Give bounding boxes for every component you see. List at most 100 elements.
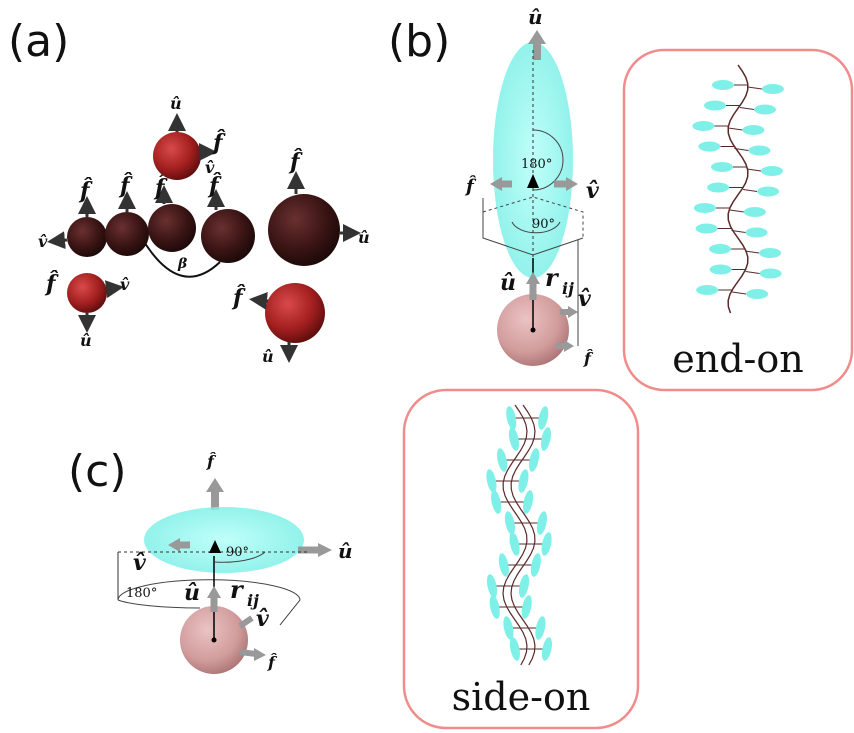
- end-on-bead-left: [698, 141, 721, 152]
- b-perp-lines: [482, 198, 584, 256]
- horizontal-ellipsoid: [144, 507, 304, 573]
- end-on-link: [729, 209, 744, 213]
- chain-f-label-3: f̂: [153, 175, 168, 201]
- end-on-bead-left: [695, 223, 718, 234]
- panel-b-label: (b): [388, 16, 450, 67]
- end-on-bead-left: [693, 203, 716, 213]
- side-on-bead-right: [541, 637, 552, 661]
- side-on-bead-left: [506, 406, 517, 430]
- end-on-caption: end-on: [672, 337, 803, 381]
- c-arc-180-top: [117, 579, 301, 601]
- side-on-bead-left: [509, 532, 520, 556]
- end-on-link: [745, 250, 760, 254]
- chain-f-label-2: f̂: [118, 173, 133, 199]
- b-u-head: [528, 30, 546, 44]
- end-on-bead-right: [761, 84, 784, 94]
- c-angle-180: 180°: [126, 586, 157, 601]
- end-on-bead-right: [761, 166, 784, 176]
- side-on-bead-right: [538, 406, 549, 430]
- side-on-box: [402, 388, 640, 730]
- end-on-link: [731, 230, 746, 233]
- c-right-guide: [279, 599, 301, 626]
- c-u-head: [318, 543, 332, 557]
- side-on-bead-left: [498, 553, 509, 577]
- side-on-bead-left: [504, 511, 515, 535]
- end-on-link: [743, 189, 758, 192]
- end-on-bead-left: [704, 100, 727, 111]
- end-on-polymer: [692, 64, 784, 314]
- c-lower-f-head: [254, 648, 266, 661]
- chain-sphere-3: [148, 204, 196, 252]
- right-u-label: û: [262, 347, 274, 366]
- beta-label: β: [177, 256, 188, 272]
- chain-f-label-4: f̂: [207, 173, 222, 199]
- top-v-label: v̂: [205, 158, 215, 177]
- b-rij-label: r: [545, 263, 560, 292]
- end-on-bead-right: [759, 248, 782, 258]
- side-on-bead-right: [529, 448, 540, 472]
- right-sphere-group: f̂ û: [231, 283, 325, 366]
- b-perp-dashed: [482, 196, 584, 238]
- v-arrow-1: [47, 231, 68, 250]
- left-v-label: v̂: [120, 275, 130, 294]
- end-on-link: [739, 107, 755, 110]
- side-on-bead-right: [536, 511, 547, 535]
- b-lower-f-head: [564, 340, 574, 352]
- side-on-bead-right: [523, 490, 534, 514]
- chain-v-label: v̂: [38, 232, 48, 251]
- c-sphere-center: [211, 637, 217, 643]
- b-f-head: [490, 177, 502, 191]
- side-on-bead-right: [530, 553, 541, 577]
- b-f-label: f̂: [464, 175, 477, 197]
- left-v-arrow: [104, 280, 124, 299]
- end-on-bead-right: [742, 125, 765, 135]
- end-on-bead-right: [757, 186, 780, 197]
- chain-sphere-5: [268, 194, 340, 266]
- c-f-top-label: f̂: [206, 452, 217, 471]
- b-lower-v-label: v̂: [578, 286, 591, 312]
- side-on-bead-left: [486, 469, 497, 493]
- chain-f-label-5: f̂: [288, 149, 303, 175]
- b-angle-90: 90°: [532, 217, 555, 232]
- end-on-bead-right: [743, 207, 766, 217]
- side-on-bead-left: [509, 637, 520, 661]
- end-on-bead-left: [711, 80, 734, 90]
- end-on-bead-right: [748, 145, 771, 156]
- end-on-bead-left: [696, 285, 719, 295]
- c-angle-90: 90°: [226, 545, 249, 560]
- side-on-bead-left: [508, 427, 520, 451]
- chain-spheres: β f̂ f̂ f̂ f̂ f̂ û v̂: [38, 149, 370, 278]
- c-lower-v-shaft: [238, 615, 254, 629]
- side-on-bead-right: [535, 616, 546, 640]
- b-u-top-label: û: [528, 5, 543, 29]
- c-center-marker: [209, 540, 221, 553]
- c-lower-f-label: f̂: [267, 653, 278, 672]
- end-on-link: [728, 127, 743, 131]
- b-angle-180: 180°: [521, 157, 552, 172]
- b-rij-sub: ij: [562, 279, 574, 298]
- side-on-bead-right: [540, 427, 552, 451]
- end-on-bead-left: [709, 244, 732, 254]
- end-on-backbone: [727, 64, 749, 314]
- chain-sphere-2: [105, 212, 149, 256]
- c-lower-u-head: [207, 586, 221, 598]
- end-on-bead-right: [745, 227, 768, 238]
- inset-end-on: end-on: [622, 48, 854, 392]
- panel-c-label: (c): [68, 446, 127, 497]
- right-sphere: [265, 283, 325, 343]
- top-sphere: [153, 132, 201, 180]
- end-on-link: [745, 271, 760, 274]
- end-on-link: [747, 86, 762, 90]
- side-on-caption: side-on: [452, 675, 591, 719]
- chain-sphere-4: [201, 209, 255, 263]
- right-f-label: f̂: [231, 285, 246, 311]
- side-on-bead-right: [518, 574, 530, 598]
- b-v-label: v̂: [586, 178, 599, 204]
- c-f-head: [206, 478, 224, 492]
- c-rij-label: r: [230, 575, 245, 604]
- b-sphere-center: [530, 327, 536, 333]
- panel-a-label: (a): [8, 16, 69, 67]
- side-on-bead-left: [497, 448, 508, 472]
- side-on-backbone: [510, 404, 536, 666]
